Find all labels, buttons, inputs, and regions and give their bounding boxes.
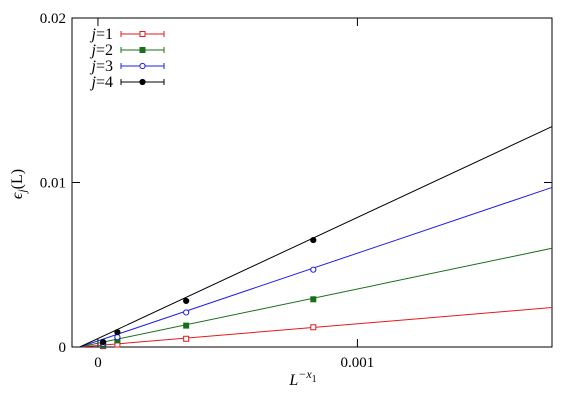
x-tick-label: 0.001 bbox=[341, 355, 375, 371]
series-layer bbox=[79, 126, 553, 350]
series-3-point bbox=[310, 266, 317, 273]
legend-marker bbox=[139, 62, 146, 70]
series-4-point bbox=[114, 329, 121, 336]
axis-ticks: 0 0.001 0 0.01 0.02 bbox=[40, 11, 552, 371]
legend-label-var: j bbox=[90, 74, 97, 91]
legend-marker bbox=[139, 47, 146, 53]
series-3-point bbox=[114, 334, 121, 341]
legend-label: j=4 bbox=[90, 74, 113, 91]
series-4 bbox=[79, 126, 553, 348]
series-2-point bbox=[310, 296, 317, 303]
y-axis-label-arg: (L) bbox=[9, 169, 26, 189]
series-1-point bbox=[310, 324, 317, 331]
series-2 bbox=[79, 247, 553, 349]
x-axis-label: L−x1 bbox=[288, 367, 316, 389]
legend-label: j=3 bbox=[90, 58, 113, 75]
x-axis-label-exponent: −x bbox=[298, 367, 312, 381]
legend-label-value: =1 bbox=[96, 26, 113, 43]
x-tick-label: 0 bbox=[94, 355, 102, 371]
series-3-point bbox=[183, 309, 190, 316]
y-tick-label: 0.02 bbox=[40, 11, 66, 27]
legend-label-var: j bbox=[90, 42, 97, 59]
series-3 bbox=[79, 186, 553, 348]
series-4-point bbox=[100, 338, 107, 346]
legend-entry-4: j=4 bbox=[90, 74, 165, 91]
legend-label-var: j bbox=[90, 26, 97, 43]
legend-label-value: =2 bbox=[96, 42, 113, 59]
legend-marker bbox=[139, 78, 146, 86]
legend-entry-1: j=1 bbox=[90, 26, 165, 43]
y-axis-label: ϵj(L) bbox=[9, 169, 29, 199]
y-tick-label: 0.01 bbox=[40, 176, 66, 192]
legend-entry-2: j=2 bbox=[90, 42, 165, 59]
legend-label-value: =4 bbox=[96, 74, 113, 91]
legend-label: j=1 bbox=[90, 26, 113, 43]
legend-label-var: j bbox=[90, 58, 97, 75]
x-axis-label-exponent-sub: 1 bbox=[312, 374, 317, 385]
legend-entry-3: j=3 bbox=[90, 58, 165, 75]
series-4-fit-line bbox=[79, 126, 553, 348]
legend-label-value: =3 bbox=[96, 58, 113, 75]
series-1-point bbox=[183, 335, 190, 342]
legend: j=1j=2j=3j=4 bbox=[90, 26, 165, 91]
y-axis-label-sub: j bbox=[15, 189, 29, 195]
series-2-point bbox=[183, 322, 190, 329]
series-4-point bbox=[183, 297, 190, 305]
y-tick-label: 0 bbox=[59, 340, 67, 356]
series-3-fit-line bbox=[79, 186, 553, 348]
legend-marker bbox=[139, 31, 146, 37]
series-4-point bbox=[310, 236, 317, 244]
legend-label: j=2 bbox=[90, 42, 113, 59]
